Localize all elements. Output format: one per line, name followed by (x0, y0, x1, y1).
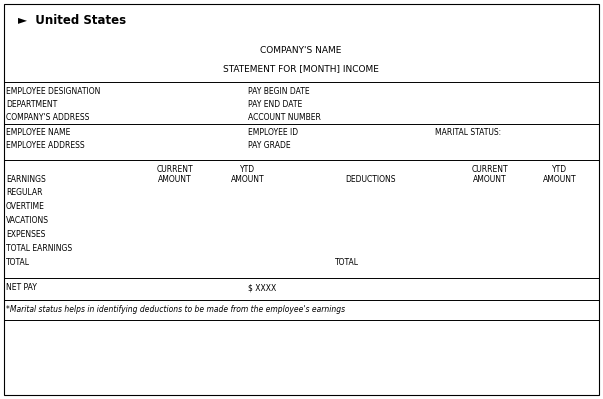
Text: AMOUNT: AMOUNT (473, 175, 507, 184)
Text: EMPLOYEE ADDRESS: EMPLOYEE ADDRESS (6, 141, 84, 150)
Text: AMOUNT: AMOUNT (543, 175, 577, 184)
Text: EMPLOYEE ID: EMPLOYEE ID (248, 128, 298, 137)
Text: DEPARTMENT: DEPARTMENT (6, 100, 57, 109)
Text: OVERTIME: OVERTIME (6, 202, 45, 211)
Text: PAY GRADE: PAY GRADE (248, 141, 291, 150)
Text: $ XXXX: $ XXXX (248, 283, 276, 292)
Text: TOTAL: TOTAL (335, 258, 359, 267)
Text: PAY BEGIN DATE: PAY BEGIN DATE (248, 87, 309, 96)
Text: COMPANY'S NAME: COMPANY'S NAME (260, 46, 342, 55)
Text: MARITAL STATUS:: MARITAL STATUS: (435, 128, 501, 137)
Text: EMPLOYEE DESIGNATION: EMPLOYEE DESIGNATION (6, 87, 100, 96)
Text: REGULAR: REGULAR (6, 188, 42, 197)
Text: YTD: YTD (552, 165, 567, 174)
Text: *Marital status helps in identifying deductions to be made from the employee's e: *Marital status helps in identifying ded… (6, 305, 345, 314)
Text: EMPLOYEE NAME: EMPLOYEE NAME (6, 128, 71, 137)
Text: AMOUNT: AMOUNT (158, 175, 192, 184)
Text: EXPENSES: EXPENSES (6, 230, 45, 239)
Text: ACCOUNT NUMBER: ACCOUNT NUMBER (248, 113, 321, 122)
Text: ►  United States: ► United States (18, 14, 126, 27)
Text: PAY END DATE: PAY END DATE (248, 100, 302, 109)
Text: CURRENT: CURRENT (472, 165, 508, 174)
Text: STATEMENT FOR [MONTH] INCOME: STATEMENT FOR [MONTH] INCOME (223, 64, 379, 73)
Text: DEDUCTIONS: DEDUCTIONS (345, 175, 396, 184)
Text: CURRENT: CURRENT (157, 165, 194, 174)
Text: EARNINGS: EARNINGS (6, 175, 46, 184)
Text: NET PAY: NET PAY (6, 283, 37, 292)
Text: YTD: YTD (241, 165, 256, 174)
Text: TOTAL EARNINGS: TOTAL EARNINGS (6, 244, 72, 253)
Text: AMOUNT: AMOUNT (231, 175, 265, 184)
Text: COMPANY'S ADDRESS: COMPANY'S ADDRESS (6, 113, 89, 122)
Text: TOTAL: TOTAL (6, 258, 30, 267)
Text: VACATIONS: VACATIONS (6, 216, 49, 225)
